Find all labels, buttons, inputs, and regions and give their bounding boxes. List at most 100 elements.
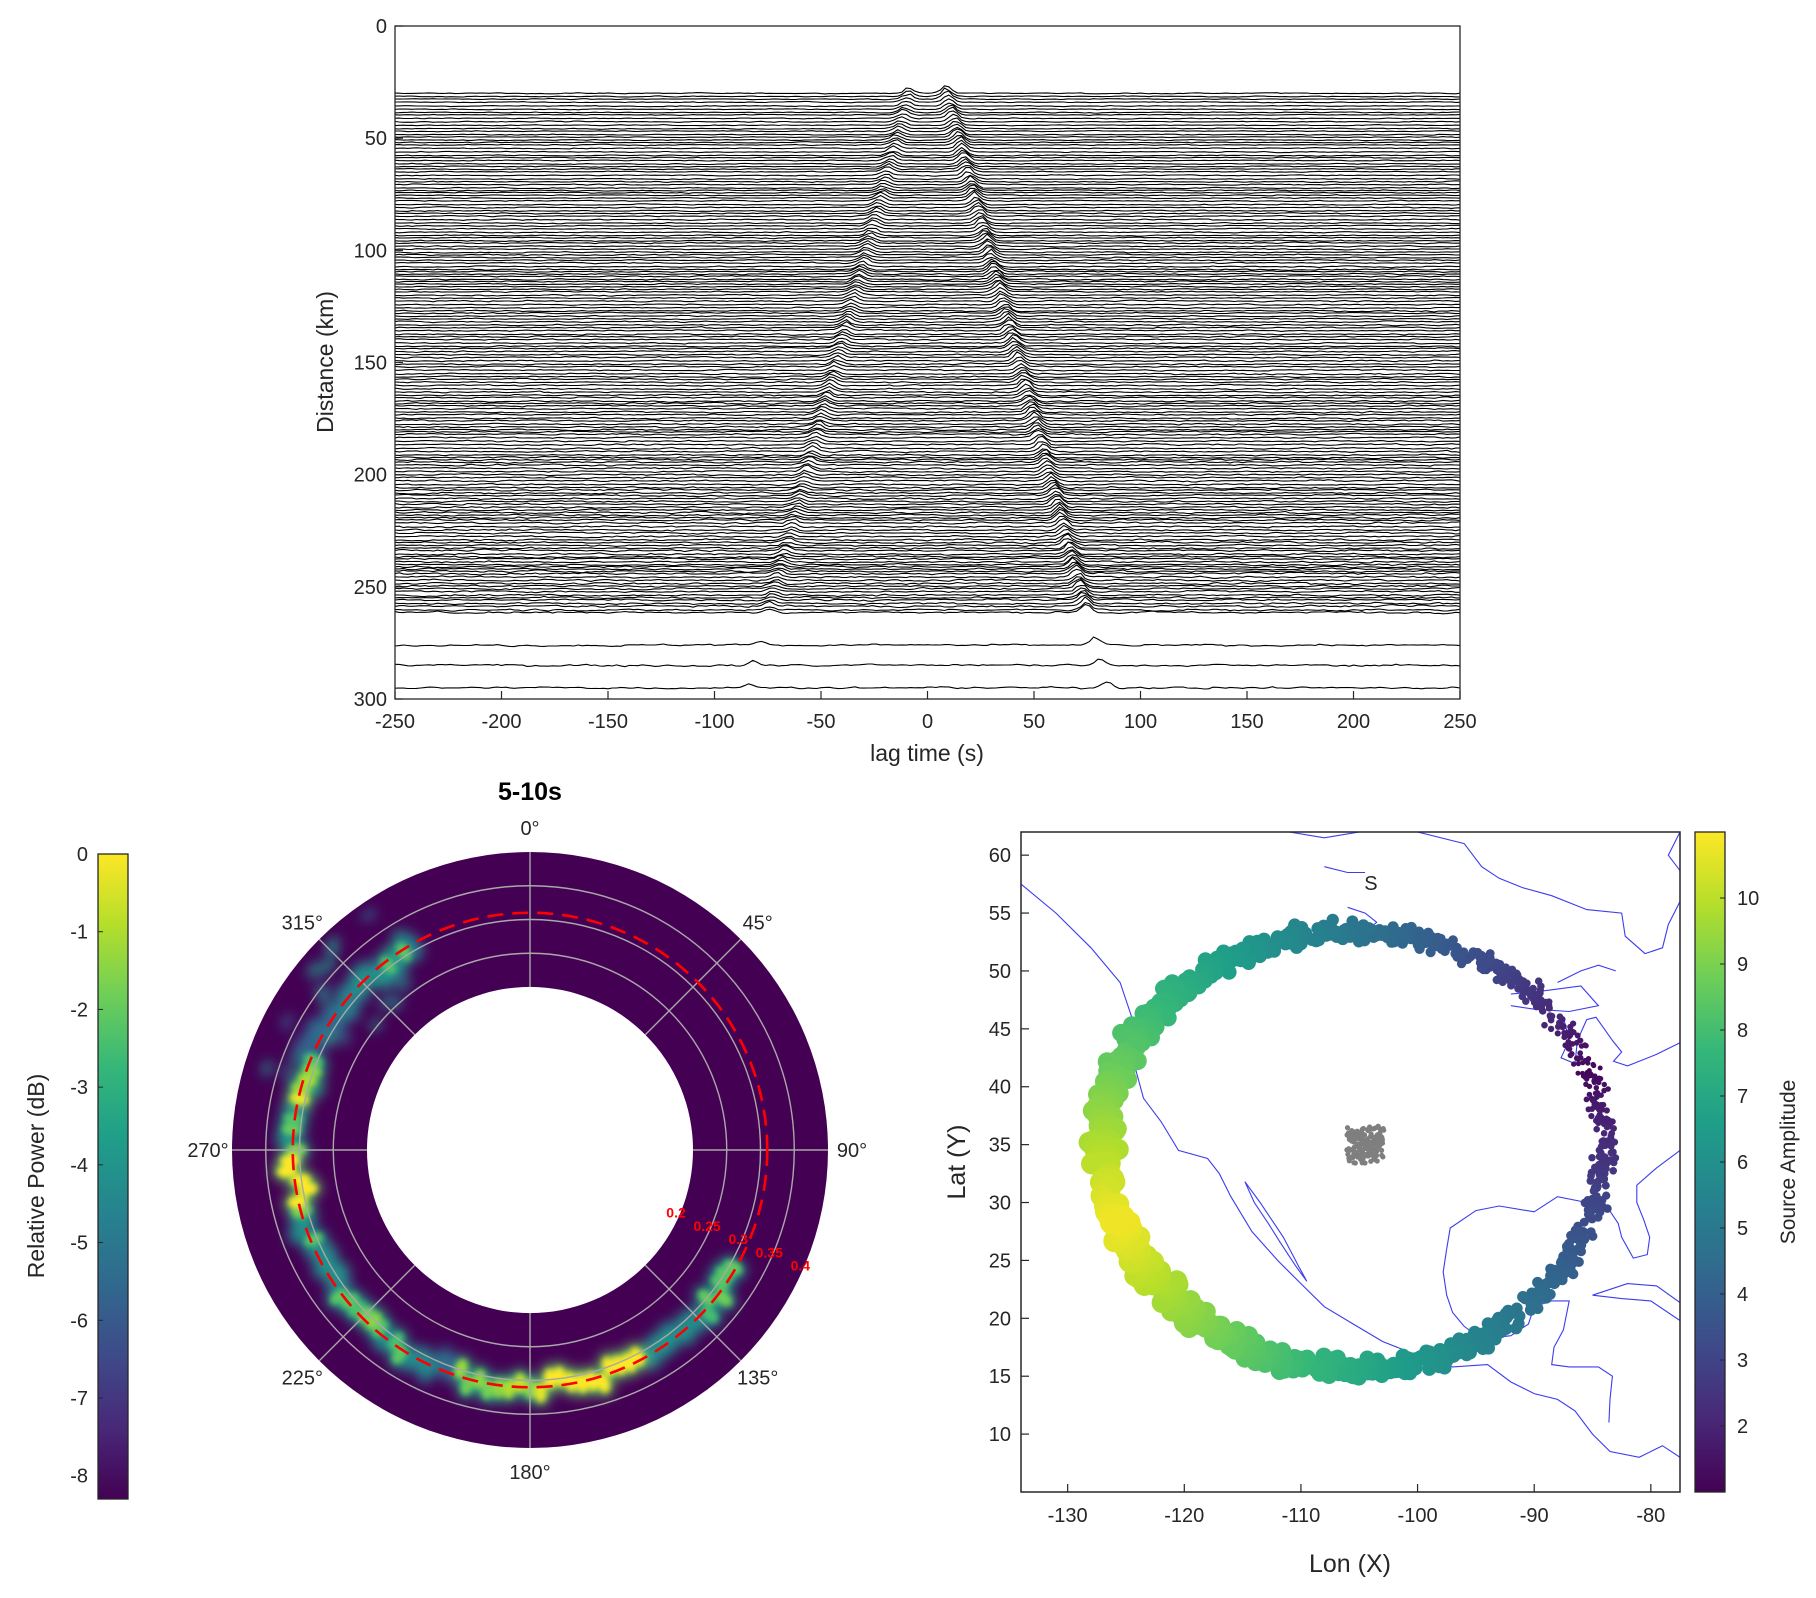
coastline xyxy=(1244,1181,1308,1282)
source-point xyxy=(1517,1291,1529,1303)
receiver-point xyxy=(1354,1141,1361,1147)
seismic-trace xyxy=(394,174,1461,186)
seismic-trace xyxy=(394,490,1461,501)
seismic-trace xyxy=(395,601,1461,612)
energy-streak xyxy=(393,969,408,982)
reference-dashed-circle xyxy=(291,911,769,1389)
coastline xyxy=(1289,832,1680,955)
receiver-point xyxy=(1374,1144,1380,1150)
seismic-trace xyxy=(394,481,1460,492)
receiver-point xyxy=(1367,1140,1373,1146)
seismic-trace xyxy=(394,591,1461,602)
energy-streak xyxy=(320,959,334,973)
coastline xyxy=(1446,1149,1680,1259)
source-point xyxy=(1425,947,1436,958)
seismic-trace xyxy=(394,336,1460,348)
seismic-trace xyxy=(394,401,1460,411)
polar-radial-label: 0.2 xyxy=(666,1205,686,1221)
source-point xyxy=(1112,1208,1136,1232)
seismic-trace xyxy=(395,369,1461,379)
seismic-trace xyxy=(395,290,1461,300)
receiver-point xyxy=(1371,1156,1377,1162)
polar-angle-label: 315° xyxy=(282,912,323,934)
map-y-tick-label: 55 xyxy=(989,903,1011,925)
x-tick-label: -250 xyxy=(375,711,415,733)
receiver-point xyxy=(1379,1152,1385,1158)
seismic-trace xyxy=(394,406,1461,417)
source-point xyxy=(1459,947,1469,957)
seismic-trace xyxy=(394,262,1461,273)
seismic-trace xyxy=(394,515,1461,525)
energy-streak xyxy=(326,1031,338,1046)
seismic-trace xyxy=(394,372,1461,381)
seismic-trace xyxy=(394,556,1461,567)
seismic-trace xyxy=(394,300,1460,310)
polar-radial-label: 0.3 xyxy=(728,1231,748,1247)
source-point xyxy=(1573,1055,1580,1061)
coastline xyxy=(1557,964,1616,983)
source-point xyxy=(1556,1013,1564,1020)
seismic-trace xyxy=(394,139,1461,150)
seismic-trace xyxy=(394,102,1461,111)
seismic-trace xyxy=(394,403,1461,414)
map-colorbar-ticks: 2 3 4 5 6 7 8 9 10 xyxy=(1720,888,1759,1438)
seismic-trace xyxy=(394,222,1461,231)
seismic-trace xyxy=(394,562,1461,574)
seismic-trace xyxy=(394,248,1461,259)
seismic-trace xyxy=(394,227,1461,237)
seismic-trace xyxy=(395,253,1461,262)
source-point xyxy=(1081,1153,1103,1175)
map-receiver-cluster xyxy=(1344,1123,1387,1166)
source-point xyxy=(1601,1087,1607,1094)
receiver-point xyxy=(1344,1125,1351,1131)
seismic-trace xyxy=(395,576,1461,586)
seismic-trace xyxy=(394,550,1461,561)
coastline xyxy=(1592,1283,1680,1322)
map-y-tick-label: 30 xyxy=(989,1193,1011,1215)
seismic-trace xyxy=(395,123,1461,133)
polar-radial-labels: 0.2 0.25 0.3 0.35 0.4 xyxy=(666,1205,810,1274)
coastline xyxy=(1560,1016,1680,1067)
source-point xyxy=(1575,1070,1581,1076)
energy-streak xyxy=(361,909,376,921)
receiver-point xyxy=(1348,1138,1355,1144)
source-point xyxy=(1607,1149,1615,1157)
source-point xyxy=(1561,1029,1568,1037)
receiver-point xyxy=(1346,1148,1352,1154)
seismic-trace xyxy=(394,476,1461,487)
y-tick-label: 0 xyxy=(376,16,387,38)
x-tick-label: 50 xyxy=(1023,711,1045,733)
seismic-trace xyxy=(394,399,1461,408)
seismic-trace xyxy=(394,152,1461,162)
seismic-trace xyxy=(394,106,1461,116)
seismic-trace xyxy=(395,417,1460,429)
energy-blob xyxy=(432,1346,453,1374)
receiver-point xyxy=(1359,1160,1365,1166)
polar-cb-tick-label: -2 xyxy=(70,999,88,1021)
receiver-point xyxy=(1351,1150,1357,1157)
seismic-trace xyxy=(394,394,1461,403)
seismic-trace xyxy=(394,276,1461,286)
source-point xyxy=(1601,1081,1608,1088)
polar-grid-spoke xyxy=(644,1264,742,1362)
polar-angle-label: 225° xyxy=(282,1368,323,1390)
seismic-trace xyxy=(394,409,1461,420)
receiver-point xyxy=(1379,1147,1385,1153)
seismic-trace xyxy=(394,441,1461,450)
polar-angle-label: 180° xyxy=(509,1462,550,1484)
seismic-trace xyxy=(394,196,1461,206)
seismic-trace xyxy=(394,212,1461,221)
map-y-tick-label: 40 xyxy=(989,1077,1011,1099)
seismic-trace xyxy=(394,508,1461,520)
record-section-traces xyxy=(394,85,1461,690)
seismic-trace xyxy=(394,538,1461,547)
seismic-trace xyxy=(394,209,1461,218)
seismic-trace xyxy=(395,306,1461,315)
source-point xyxy=(1597,1065,1603,1071)
record-section-y-label: Distance (km) xyxy=(312,291,338,433)
receiver-point xyxy=(1374,1137,1380,1143)
seismic-trace xyxy=(394,316,1461,327)
source-point xyxy=(1610,1158,1618,1167)
energy-streak xyxy=(389,997,403,1010)
